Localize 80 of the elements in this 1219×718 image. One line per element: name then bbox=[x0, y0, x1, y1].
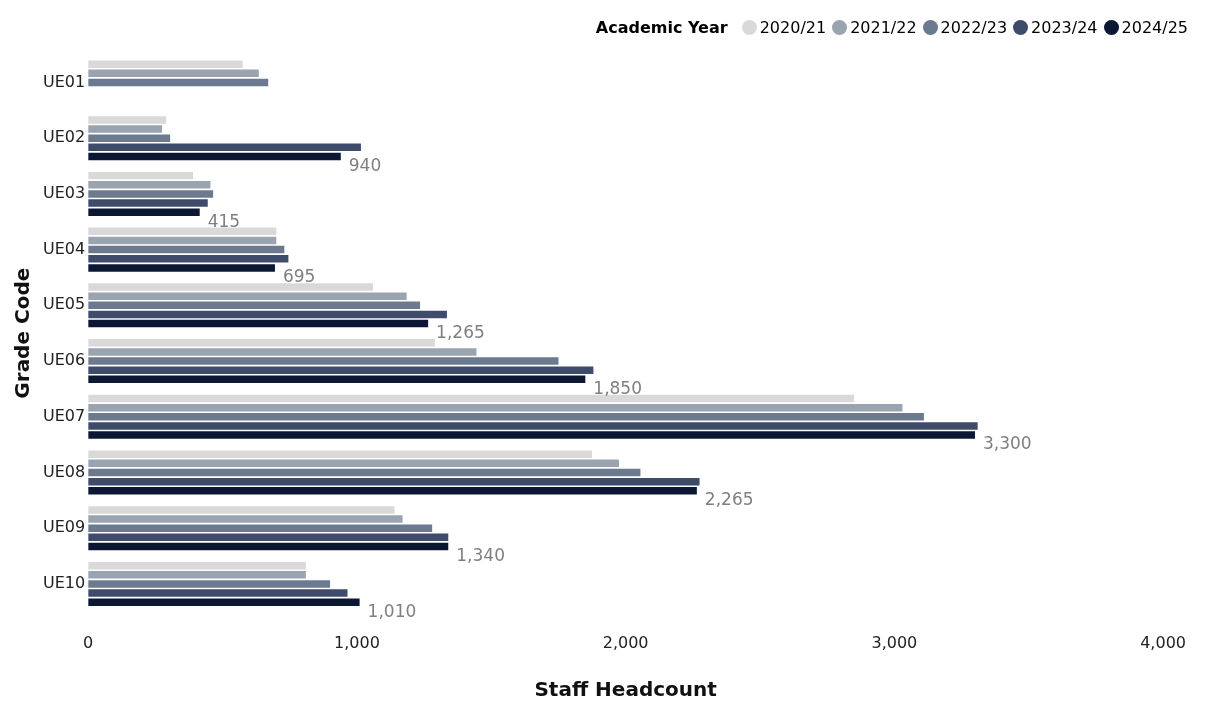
x-tick-label: 0 bbox=[83, 632, 94, 652]
bar bbox=[88, 208, 200, 216]
bar bbox=[88, 459, 619, 468]
bar bbox=[88, 171, 193, 180]
bar bbox=[88, 477, 700, 486]
data-label: 415 bbox=[207, 210, 241, 231]
y-tick-label: UE06 bbox=[42, 350, 86, 370]
bar bbox=[88, 292, 407, 300]
data-label: 2,265 bbox=[704, 489, 754, 510]
bar bbox=[88, 598, 360, 606]
legend-label: 2021/22 bbox=[850, 17, 917, 37]
bar bbox=[88, 431, 975, 439]
y-tick-label: UE08 bbox=[42, 461, 86, 481]
bar bbox=[88, 403, 903, 412]
bar bbox=[88, 450, 593, 458]
bar bbox=[88, 357, 559, 365]
bar bbox=[88, 561, 306, 570]
y-axis-title: Grade Code bbox=[10, 267, 35, 399]
bar bbox=[88, 236, 277, 245]
data-label: 1,850 bbox=[593, 377, 642, 398]
bar bbox=[88, 506, 395, 514]
y-tick-label: UE01 bbox=[42, 71, 86, 91]
bar bbox=[88, 301, 421, 310]
y-tick-label: UE04 bbox=[42, 238, 86, 258]
bar bbox=[88, 134, 171, 142]
legend-title: Academic Year bbox=[595, 17, 728, 37]
bar bbox=[88, 413, 924, 421]
data-label: 1,265 bbox=[436, 322, 485, 343]
bar bbox=[88, 181, 211, 189]
bar bbox=[88, 310, 447, 319]
bar bbox=[88, 125, 163, 133]
y-tick-label: UE05 bbox=[42, 294, 86, 314]
legend-label: 2024/25 bbox=[1121, 17, 1188, 37]
bar bbox=[88, 78, 269, 87]
bar bbox=[88, 339, 435, 347]
data-label: 695 bbox=[282, 266, 316, 287]
bar bbox=[88, 348, 477, 356]
legend-label: 2023/24 bbox=[1031, 17, 1098, 37]
y-tick-label: UE07 bbox=[42, 405, 86, 425]
legend-label: 2022/23 bbox=[940, 17, 1008, 37]
data-label: 1,340 bbox=[456, 544, 505, 565]
bar bbox=[88, 524, 433, 532]
x-tick-label: 4,000 bbox=[1140, 632, 1186, 652]
bar bbox=[88, 375, 586, 384]
data-label: 940 bbox=[348, 154, 382, 175]
bar bbox=[88, 533, 449, 542]
x-tick-label: 1,000 bbox=[334, 632, 380, 652]
x-tick-label: 3,000 bbox=[871, 632, 918, 652]
bar bbox=[88, 255, 289, 263]
bar bbox=[88, 487, 697, 495]
x-tick-label: 2,000 bbox=[602, 632, 649, 652]
bar bbox=[88, 542, 449, 551]
bar bbox=[88, 116, 167, 124]
y-tick-label: UE02 bbox=[42, 127, 86, 147]
bar bbox=[88, 515, 403, 523]
bar bbox=[88, 264, 275, 272]
bar bbox=[88, 589, 348, 597]
bar bbox=[88, 190, 214, 198]
bar bbox=[88, 571, 306, 579]
bar bbox=[88, 422, 978, 430]
y-tick-label: UE09 bbox=[42, 517, 86, 537]
bar bbox=[88, 366, 594, 374]
bar bbox=[88, 227, 277, 236]
bar bbox=[88, 580, 331, 588]
data-label: 3,300 bbox=[982, 433, 1032, 454]
x-axis-title: Staff Headcount bbox=[534, 677, 718, 702]
bar bbox=[88, 69, 259, 78]
bar bbox=[88, 199, 208, 207]
data-label: 1,010 bbox=[367, 600, 417, 621]
bar bbox=[88, 143, 361, 152]
bar bbox=[88, 152, 341, 161]
y-tick-label: UE10 bbox=[42, 573, 86, 593]
bar bbox=[88, 60, 243, 68]
bar bbox=[88, 319, 429, 328]
y-tick-label: UE03 bbox=[42, 183, 86, 203]
bar bbox=[88, 468, 641, 477]
legend-label: 2020/21 bbox=[759, 17, 827, 37]
bar bbox=[88, 283, 374, 291]
bar bbox=[88, 394, 855, 403]
bar bbox=[88, 245, 285, 254]
